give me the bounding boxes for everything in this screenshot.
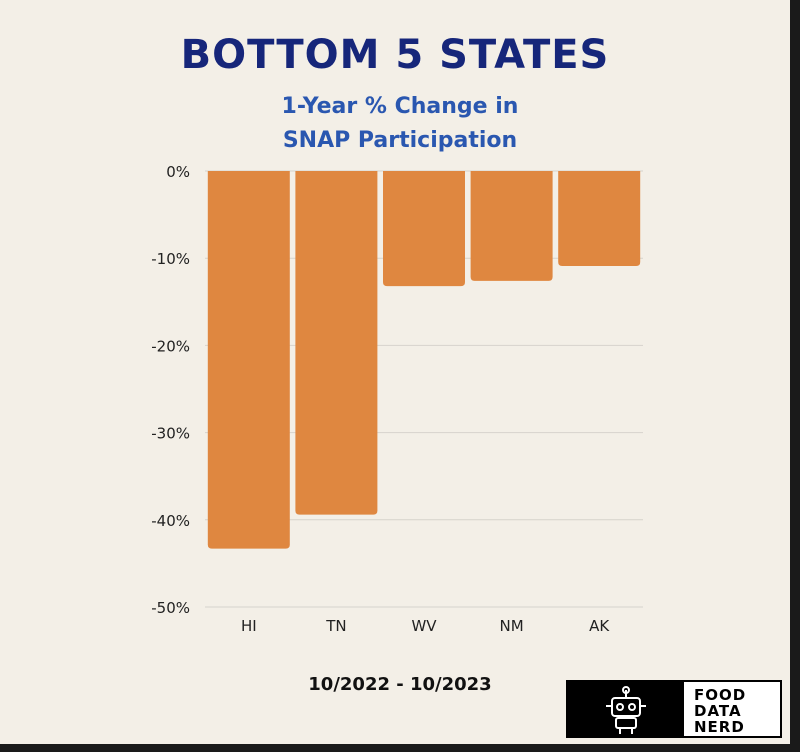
logo-text-panel: FOOD DATA NERD <box>684 682 780 736</box>
logo-line-data: DATA <box>694 702 742 720</box>
bar-ak <box>558 171 641 267</box>
date-range: 10/2022 - 10/2023 <box>308 674 492 695</box>
y-tick-label: -20% <box>151 337 190 355</box>
infographic-card: BOTTOM 5 STATES 1-Year % Change in SNAP … <box>0 0 790 744</box>
food-data-nerd-logo: FOOD DATA NERD <box>566 680 782 738</box>
bar-chart: 0% -10% -20% -30% -40% -50% HI TN WV NM AK <box>151 163 643 635</box>
bar-wv <box>383 171 465 287</box>
logo-wordmark: FOOD DATA NERD <box>694 687 746 735</box>
y-tick-label: -50% <box>151 599 190 617</box>
x-tick-label: NM <box>500 617 524 635</box>
x-tick-label: AK <box>589 617 610 635</box>
logo-line-food: FOOD <box>694 686 747 704</box>
x-tick-label: TN <box>325 617 346 635</box>
chart-title: BOTTOM 5 STATES <box>180 32 610 78</box>
chart-subtitle-line-2: SNAP Participation <box>282 128 518 153</box>
x-tick-label: HI <box>241 617 257 635</box>
logo-line-nerd: NERD <box>694 718 745 736</box>
bar-nm <box>470 171 553 281</box>
bar-hi <box>207 171 290 549</box>
y-tick-label: -30% <box>151 425 190 443</box>
y-tick-label: 0% <box>166 163 190 181</box>
robot-icon <box>606 686 646 734</box>
x-tick-label: WV <box>411 617 437 635</box>
y-tick-label: -40% <box>151 512 190 530</box>
bar-tn <box>295 171 378 515</box>
chart-subtitle-line-1: 1-Year % Change in <box>281 94 519 119</box>
y-tick-label: -10% <box>151 250 190 268</box>
